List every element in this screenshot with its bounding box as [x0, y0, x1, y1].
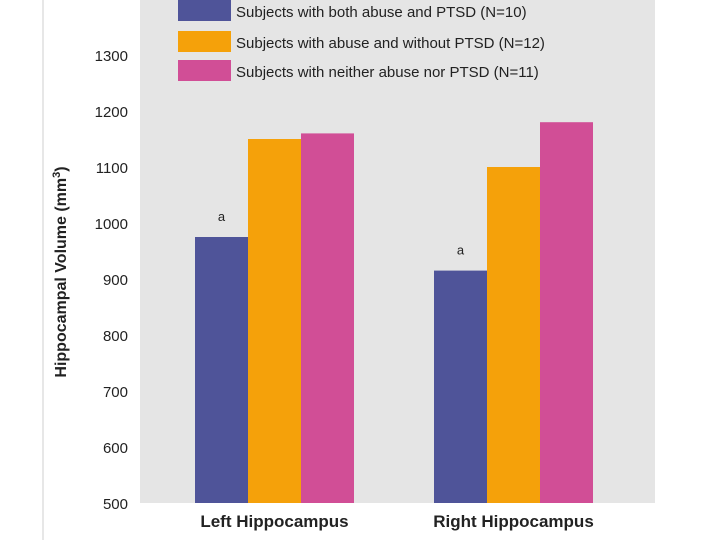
y-tick-label: 1200	[95, 104, 128, 121]
bar	[487, 167, 540, 503]
y-axis-label-close: )	[53, 166, 70, 171]
y-axis: 500 600 700 800 900 1000 1100 1200 1300	[95, 48, 128, 513]
bar	[301, 133, 354, 503]
bar-annotation: a	[457, 243, 465, 258]
x-category-label: Left Hippocampus	[200, 512, 348, 531]
legend-label: Subjects with both abuse and PTSD (N=10)	[236, 4, 527, 21]
legend: Subjects with both abuse and PTSD (N=10)…	[178, 0, 545, 81]
y-tick-label: 900	[103, 272, 128, 289]
y-axis-label-text: Hippocampal Volume (mm	[53, 178, 70, 378]
x-axis: Left Hippocampus Right Hippocampus	[200, 512, 593, 531]
y-tick-label: 1000	[95, 216, 128, 233]
y-tick-label: 700	[103, 384, 128, 401]
y-tick-label: 1100	[96, 160, 128, 177]
y-tick-label: 800	[103, 328, 128, 345]
legend-swatch	[178, 31, 231, 52]
y-tick-label: 500	[103, 496, 128, 513]
y-axis-label: Hippocampal Volume (mm3)	[51, 166, 70, 377]
bar-annotation: a	[218, 209, 226, 224]
bar	[540, 122, 593, 503]
y-tick-label: 1300	[95, 48, 128, 65]
bar	[248, 139, 301, 503]
bar	[195, 237, 248, 503]
y-tick-label: 600	[103, 440, 128, 457]
bars	[195, 122, 593, 503]
legend-swatch	[178, 0, 231, 21]
legend-swatch	[178, 60, 231, 81]
legend-label: Subjects with neither abuse nor PTSD (N=…	[236, 64, 539, 81]
y-axis-label-superscript: 3	[51, 172, 63, 178]
x-category-label: Right Hippocampus	[433, 512, 594, 531]
bar-annotations: aa	[218, 209, 465, 258]
legend-label: Subjects with abuse and without PTSD (N=…	[236, 35, 545, 52]
bar	[434, 270, 487, 503]
